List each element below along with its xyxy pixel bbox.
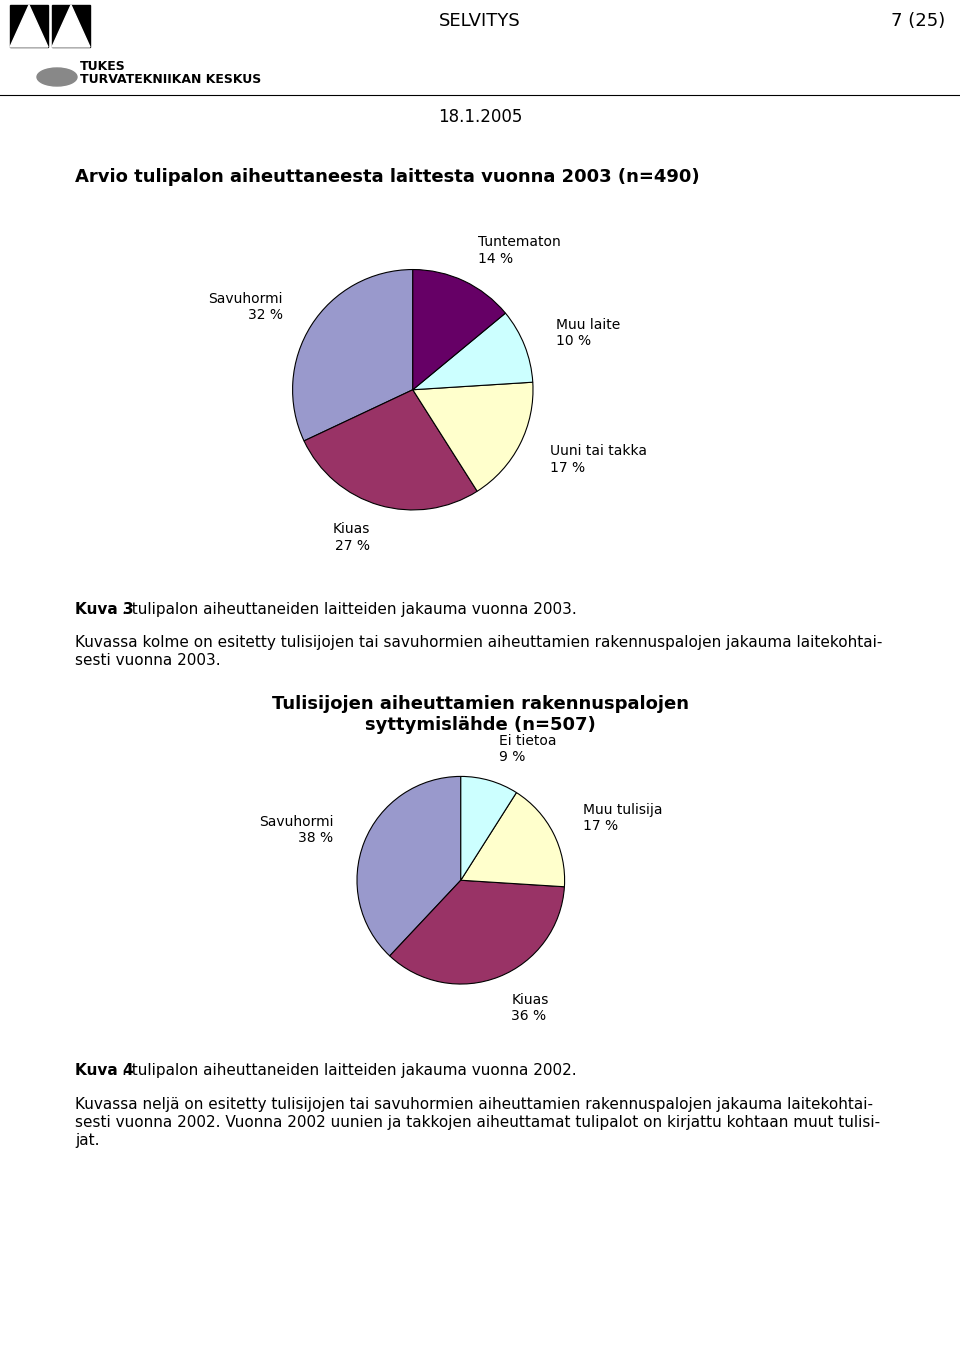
Bar [52,5,90,46]
Wedge shape [390,880,564,984]
Text: Kiuas
36 %: Kiuas 36 % [512,993,548,1023]
Text: Tulisijojen aiheuttamien rakennuspalojen
syttymislähde (n=507): Tulisijojen aiheuttamien rakennuspalojen… [272,695,688,734]
Text: . tulipalon aiheuttaneiden laitteiden jakauma vuonna 2003.: . tulipalon aiheuttaneiden laitteiden ja… [122,602,577,617]
Text: SELVITYS: SELVITYS [439,12,521,30]
Wedge shape [413,269,505,389]
Text: Kuvassa neljä on esitetty tulisijojen tai savuhormien aiheuttamien rakennuspaloj: Kuvassa neljä on esitetty tulisijojen ta… [75,1097,873,1112]
Text: Arvio tulipalon aiheuttaneesta laittesta vuonna 2003 (n=490): Arvio tulipalon aiheuttaneesta laittesta… [75,168,700,186]
Text: jat.: jat. [75,1132,100,1147]
Wedge shape [293,269,413,441]
Text: Savuhormi
32 %: Savuhormi 32 % [208,292,283,322]
Wedge shape [413,313,533,389]
Ellipse shape [37,68,77,86]
Text: Tuntematon
14 %: Tuntematon 14 % [478,235,561,265]
Polygon shape [10,5,48,46]
Text: Savuhormi
38 %: Savuhormi 38 % [259,814,333,846]
Wedge shape [461,776,516,880]
Bar [10,5,48,46]
Text: Kuva 4: Kuva 4 [75,1063,133,1078]
Wedge shape [304,389,477,510]
Wedge shape [413,382,533,492]
Text: . tulipalon aiheuttaneiden laitteiden jakauma vuonna 2002.: . tulipalon aiheuttaneiden laitteiden ja… [122,1063,577,1078]
Text: sesti vuonna 2002. Vuonna 2002 uunien ja takkojen aiheuttamat tulipalot on kirja: sesti vuonna 2002. Vuonna 2002 uunien ja… [75,1115,880,1130]
Wedge shape [461,792,564,887]
Text: Kiuas
27 %: Kiuas 27 % [332,522,370,553]
Text: 18.1.2005: 18.1.2005 [438,108,522,126]
Text: 7 (25): 7 (25) [891,12,945,30]
Text: Kuvassa kolme on esitetty tulisijojen tai savuhormien aiheuttamien rakennuspaloj: Kuvassa kolme on esitetty tulisijojen ta… [75,635,882,650]
Text: Uuni tai takka
17 %: Uuni tai takka 17 % [550,444,647,475]
Text: Ei tietoa
9 %: Ei tietoa 9 % [499,734,557,764]
Polygon shape [52,5,90,46]
Text: Kuva 3: Kuva 3 [75,602,133,617]
Text: Muu laite
10 %: Muu laite 10 % [556,318,620,348]
Text: TUKES: TUKES [80,60,126,72]
Text: sesti vuonna 2003.: sesti vuonna 2003. [75,653,221,668]
Wedge shape [357,776,461,956]
Text: Muu tulisija
17 %: Muu tulisija 17 % [583,803,662,833]
Text: TURVATEKNIIKAN KESKUS: TURVATEKNIIKAN KESKUS [80,72,261,86]
